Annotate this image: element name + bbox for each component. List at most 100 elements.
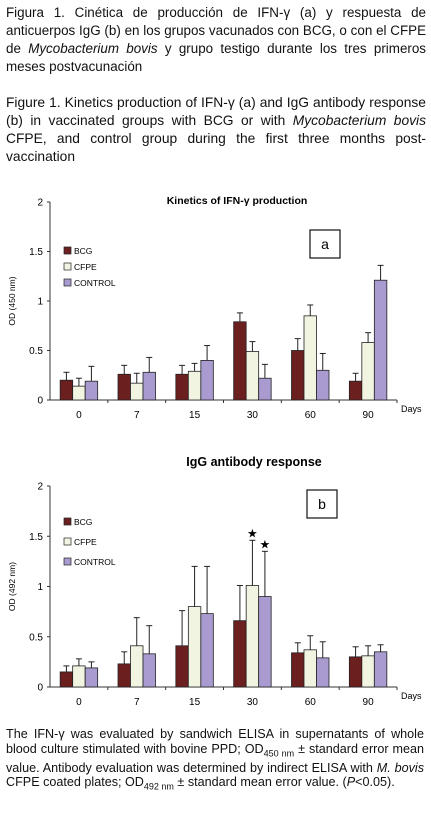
x-tick-label: 7 <box>134 697 140 708</box>
legend-label-control: CONTROL <box>74 278 116 288</box>
legend-label-bcg: BCG <box>74 246 92 256</box>
bar-cfpe-day-60 <box>303 649 317 688</box>
bar-control-day-90 <box>373 651 388 688</box>
legend-swatch-control <box>63 557 72 566</box>
bar-cfpe-day-0 <box>72 665 86 688</box>
significance-star: ★ <box>247 526 258 540</box>
x-tick-label: 0 <box>76 697 82 708</box>
y-tick-label: 2 <box>37 198 43 209</box>
bar-bcg-day-30 <box>233 620 247 688</box>
x-tick-label: 30 <box>247 697 259 708</box>
bar-bcg-day-60 <box>291 350 305 401</box>
panel-label: b <box>318 496 326 512</box>
bar-control-day-7 <box>142 371 156 401</box>
caption-spanish: Figura 1. Cinética de producción de IFN-… <box>6 4 426 76</box>
legend-label-cfpe: CFPE <box>74 262 97 272</box>
species-name: Mycobacterium bovis <box>28 41 158 56</box>
caption-en-text: Figure 1. Kinetics production of IFN- <box>6 95 228 110</box>
y-axis-label: OD (492 nm) <box>7 562 17 611</box>
x-tick-label: 30 <box>247 410 259 421</box>
panel-label-box <box>309 229 341 259</box>
caption-es-text: Figura 1. Cinética de producción de IFN- <box>6 5 284 20</box>
significance-star: ★ <box>260 537 271 551</box>
bar-control-day-60 <box>316 657 330 688</box>
chart-title: IgG antibody response <box>186 455 321 469</box>
chart-title: Kinetics of IFN-γ production <box>167 195 308 207</box>
bar-cfpe-day-30 <box>245 351 260 401</box>
footnote-text: <0.05). <box>355 775 395 790</box>
y-tick-label: 1.5 <box>29 247 43 258</box>
chart-ifn-gamma: Kinetics of IFN-γ production 0 0.5 1 1.5 2 OD … <box>7 195 422 421</box>
bar-control-day-30 <box>258 596 272 688</box>
bar-bcg-day-7 <box>117 373 131 401</box>
y-tick-label: 1 <box>37 582 43 593</box>
bar-bcg-day-15 <box>175 373 189 401</box>
footnote-text: The IFN-γ was evaluated by sandwich ELIS… <box>6 727 424 756</box>
x-tick-label: 15 <box>189 410 201 421</box>
bar-cfpe-day-90 <box>361 655 375 688</box>
y-tick-label: 0 <box>37 396 43 407</box>
legend-label-cfpe: CFPE <box>74 537 97 547</box>
caption-en-text: (a) and IgG antibody response (b) in vac… <box>6 95 426 128</box>
y-tick-label: 0.5 <box>29 632 43 643</box>
gamma-symbol: γ <box>227 95 235 110</box>
footnote-italic: M. bovis <box>376 760 425 775</box>
caption-english: Figure 1. Kinetics production of IFN-γ (… <box>6 94 426 166</box>
bar-cfpe-day-0 <box>72 385 86 401</box>
y-tick-label: 0.5 <box>29 346 43 357</box>
legend-swatch-cfpe <box>63 537 72 546</box>
footnote-italic: P <box>346 775 356 790</box>
bar-cfpe-day-60 <box>303 315 317 401</box>
panel-label: a <box>321 236 329 252</box>
footnote-subscript: 492 nm <box>143 781 174 792</box>
x-tick-label: 90 <box>363 697 375 708</box>
x-axis-label: Days <box>401 691 422 701</box>
y-tick-label: 0 <box>37 683 43 694</box>
bar-control-day-30 <box>258 377 272 401</box>
caption-es-text: (a) y respuesta de anticuerpos IgG (b) e… <box>6 5 426 56</box>
panel-label-box <box>306 489 338 519</box>
bar-control-day-90 <box>373 279 388 401</box>
legend-swatch-cfpe <box>63 262 72 271</box>
x-tick-label: 15 <box>189 697 201 708</box>
gamma-symbol: γ <box>283 5 291 20</box>
bar-cfpe-day-15 <box>187 370 202 401</box>
x-tick-label: 7 <box>134 410 140 421</box>
x-tick-label: 0 <box>76 410 82 421</box>
legend-swatch-bcg <box>63 246 72 255</box>
bar-control-day-0 <box>84 380 99 401</box>
bar-bcg-day-90 <box>348 380 363 401</box>
bar-bcg-day-60 <box>291 652 305 688</box>
x-tick-label: 90 <box>363 410 375 421</box>
bar-bcg-day-7 <box>117 663 131 688</box>
y-axis-label: OD (450 nm) <box>7 276 17 325</box>
bar-control-day-15 <box>200 359 214 401</box>
x-tick-label: 60 <box>305 697 317 708</box>
footnote-text: ± standard mean error value. ( <box>173 775 347 790</box>
bar-cfpe-day-90 <box>361 342 375 401</box>
bar-bcg-day-90 <box>348 656 363 688</box>
bar-control-day-7 <box>142 653 156 688</box>
bar-cfpe-day-30 <box>245 585 260 688</box>
y-tick-label: 1 <box>37 297 43 308</box>
chart-igg-response: IgG antibody response 0 0.5 1 1.5 2 OD (492 nm… <box>7 455 422 708</box>
bar-control-day-0 <box>84 667 99 688</box>
bar-bcg-day-0 <box>59 671 74 688</box>
bar-bcg-day-15 <box>175 645 189 688</box>
bar-cfpe-day-15 <box>187 606 202 688</box>
species-name: Mycobacterium bovis <box>292 113 426 128</box>
x-axis-label: Days <box>401 404 422 414</box>
footnote-text: ± standard error mean value. Antibody ev… <box>6 741 424 775</box>
bar-cfpe-day-7 <box>130 382 144 401</box>
footnote-text: CFPE coated plates; OD <box>6 775 144 790</box>
footnote-subscript: 450 nm <box>263 748 295 759</box>
bar-cfpe-day-7 <box>130 645 144 688</box>
bar-control-day-60 <box>316 369 330 401</box>
caption-en-text: CFPE, and control group during the first… <box>6 131 426 164</box>
footnote: The IFN-γ was evaluated by sandwich ELIS… <box>6 727 424 794</box>
y-tick-label: 1.5 <box>29 532 43 543</box>
bar-control-day-15 <box>200 613 214 688</box>
legend-swatch-bcg <box>63 517 72 526</box>
bar-bcg-day-30 <box>233 321 247 401</box>
legend-label-bcg: BCG <box>74 517 92 527</box>
